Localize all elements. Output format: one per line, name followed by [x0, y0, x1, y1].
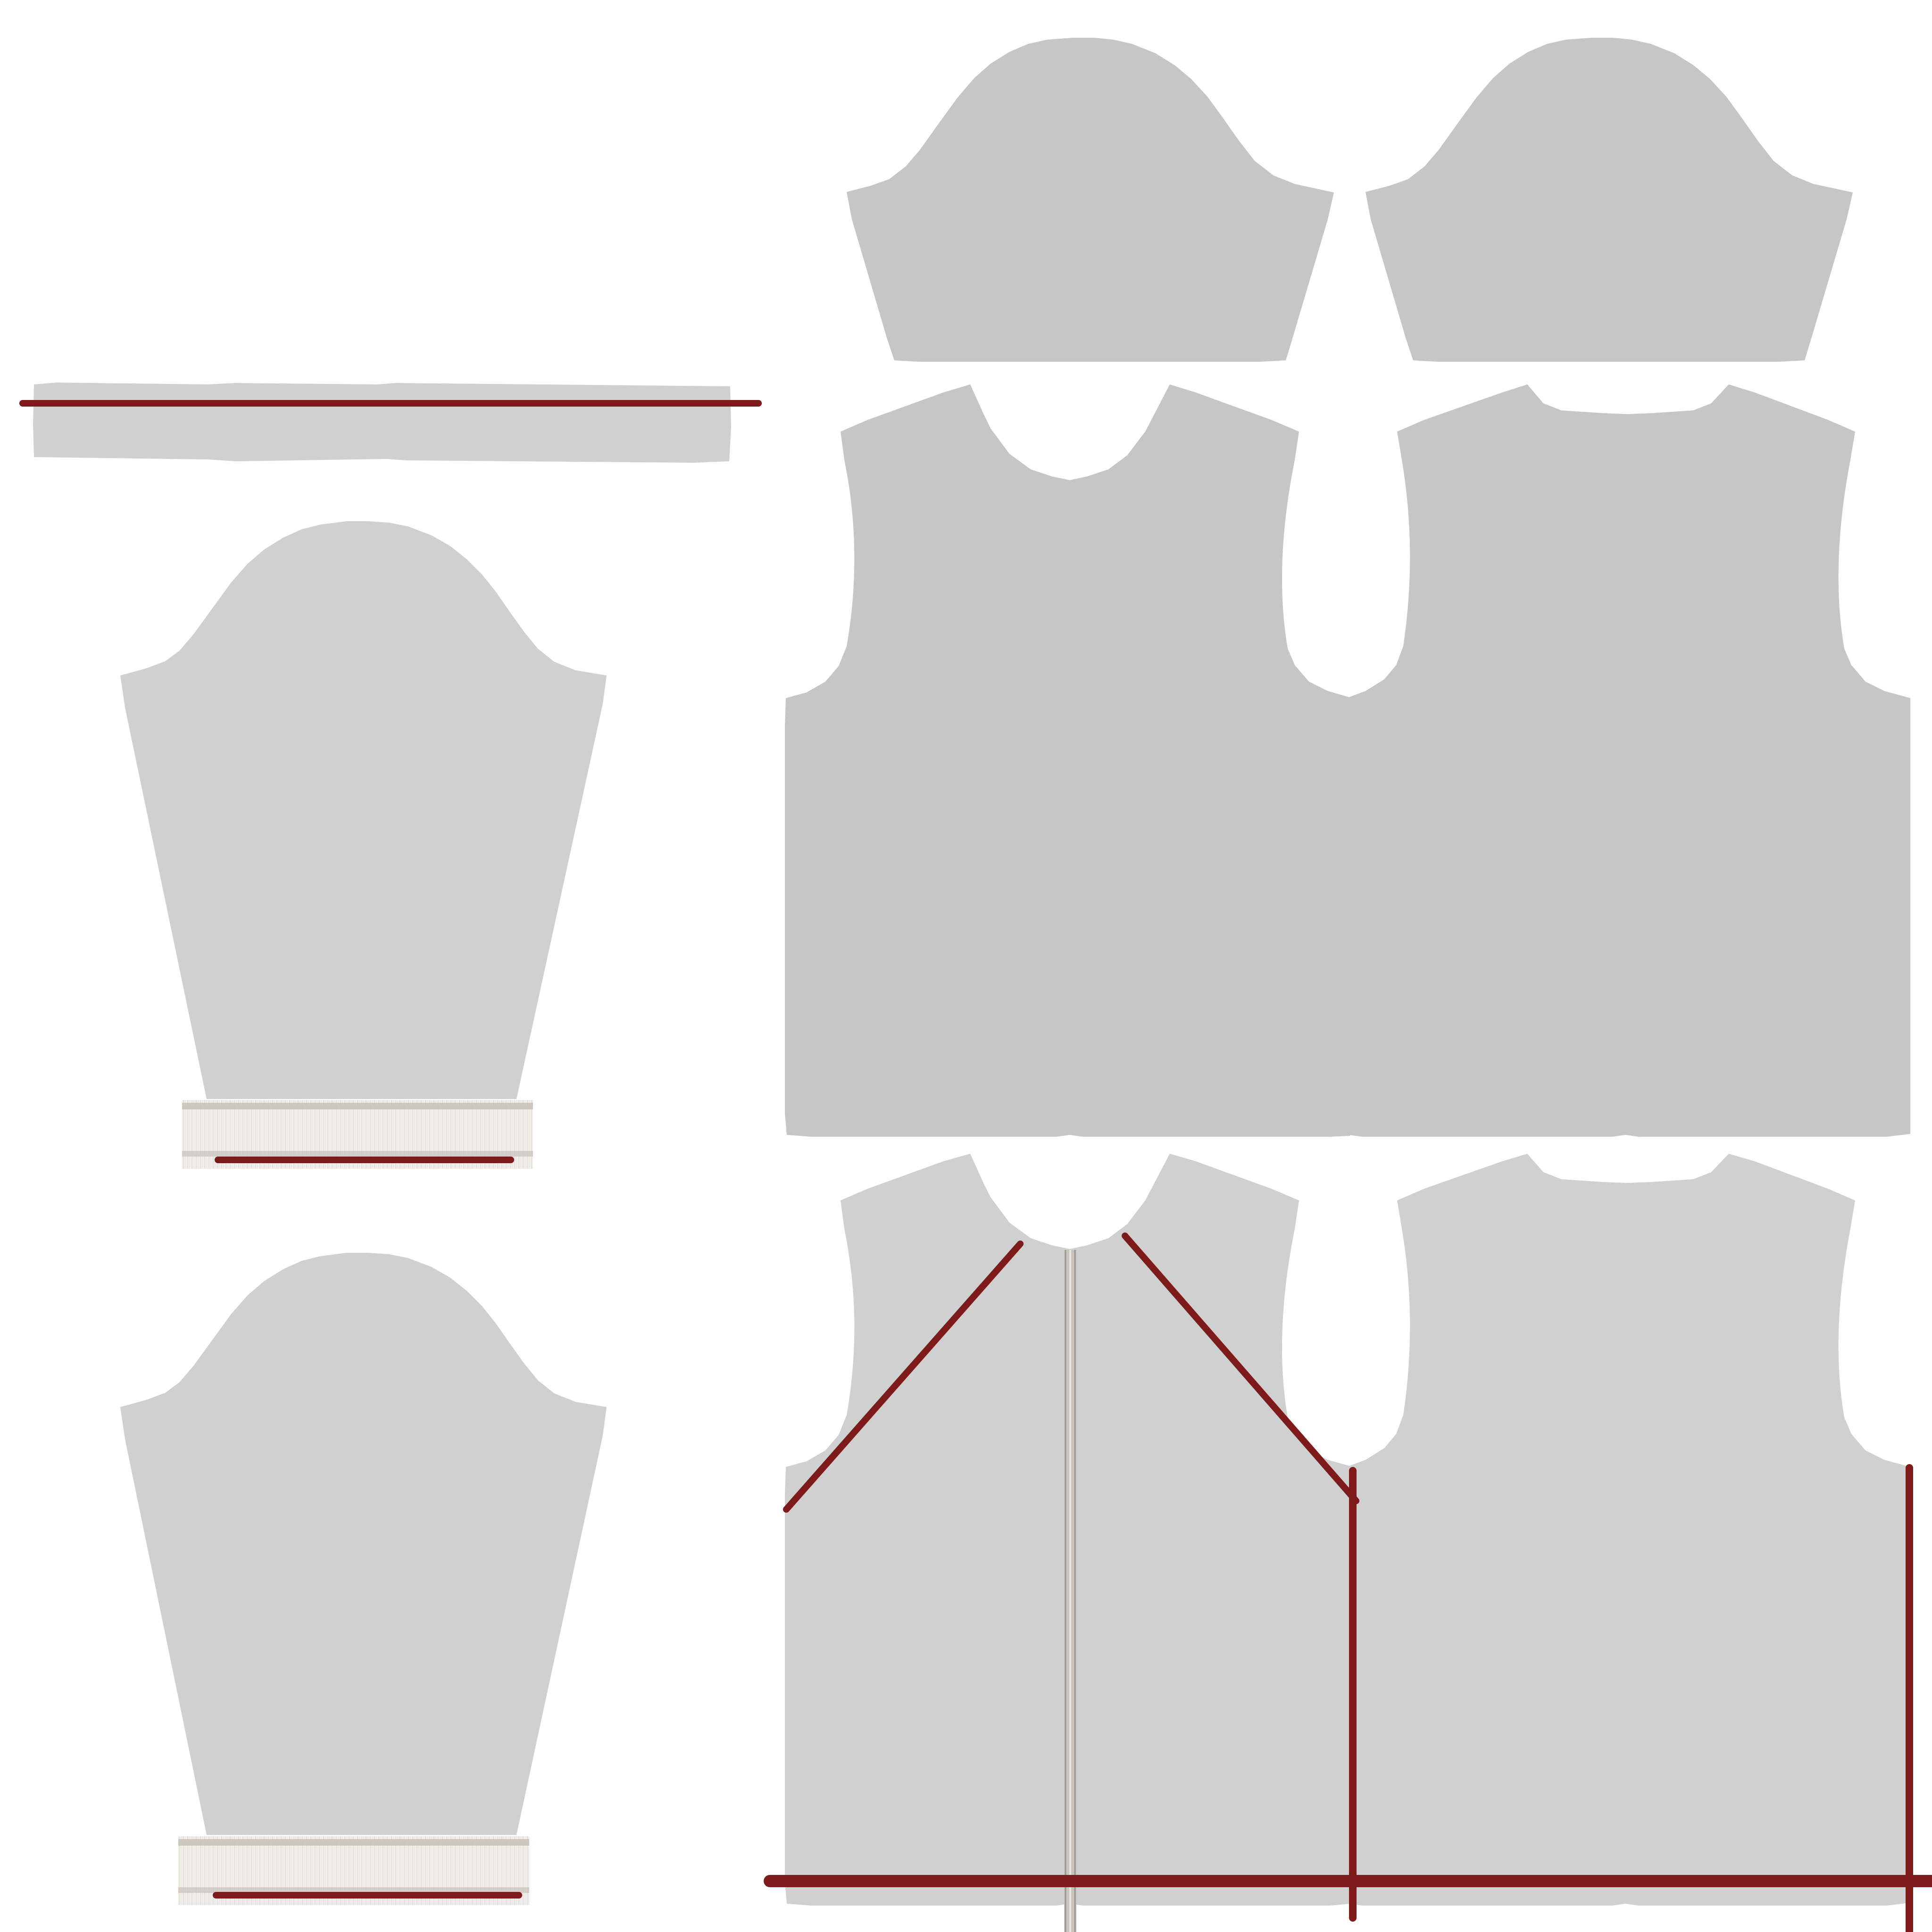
- back-lining-shape: [1349, 384, 1910, 1137]
- left-cuff-rib-lower-stripe: [182, 1151, 533, 1157]
- left-sleeve-cap: [847, 38, 1334, 362]
- right-cuff-rib-lower-stripe: [178, 1887, 529, 1893]
- right-sleeve-shape: [120, 1253, 607, 1835]
- right-cuff-rib-top-stripe: [178, 1839, 529, 1846]
- right-cuff-rib: [178, 1836, 529, 1905]
- left-cuff-rib: [182, 1100, 533, 1169]
- back-panel-shape: [1349, 1154, 1910, 1906]
- seam-front-left-diagonal: [783, 1241, 1024, 1513]
- right-sleeve-cap: [1366, 38, 1853, 362]
- back-panel: [1349, 1154, 1910, 1906]
- left-sleeve-cap-shape: [847, 38, 1334, 362]
- left-sleeve: [120, 521, 607, 1099]
- back-lining: [1349, 384, 1910, 1137]
- front-zipper: [1064, 1250, 1076, 1932]
- right-sleeve: [120, 1253, 607, 1835]
- front-lining-shape: [785, 384, 1350, 1137]
- left-cuff-rib-top-stripe: [182, 1103, 533, 1109]
- seam-front-right-diagonal: [1122, 1232, 1359, 1504]
- front-lining: [785, 384, 1350, 1137]
- left-sleeve-shape: [120, 521, 607, 1099]
- right-sleeve-cap-shape: [1366, 38, 1853, 362]
- seam-lines: [764, 1232, 1932, 1932]
- collar-strip-shape: [33, 383, 731, 463]
- collar-strip: [19, 383, 762, 463]
